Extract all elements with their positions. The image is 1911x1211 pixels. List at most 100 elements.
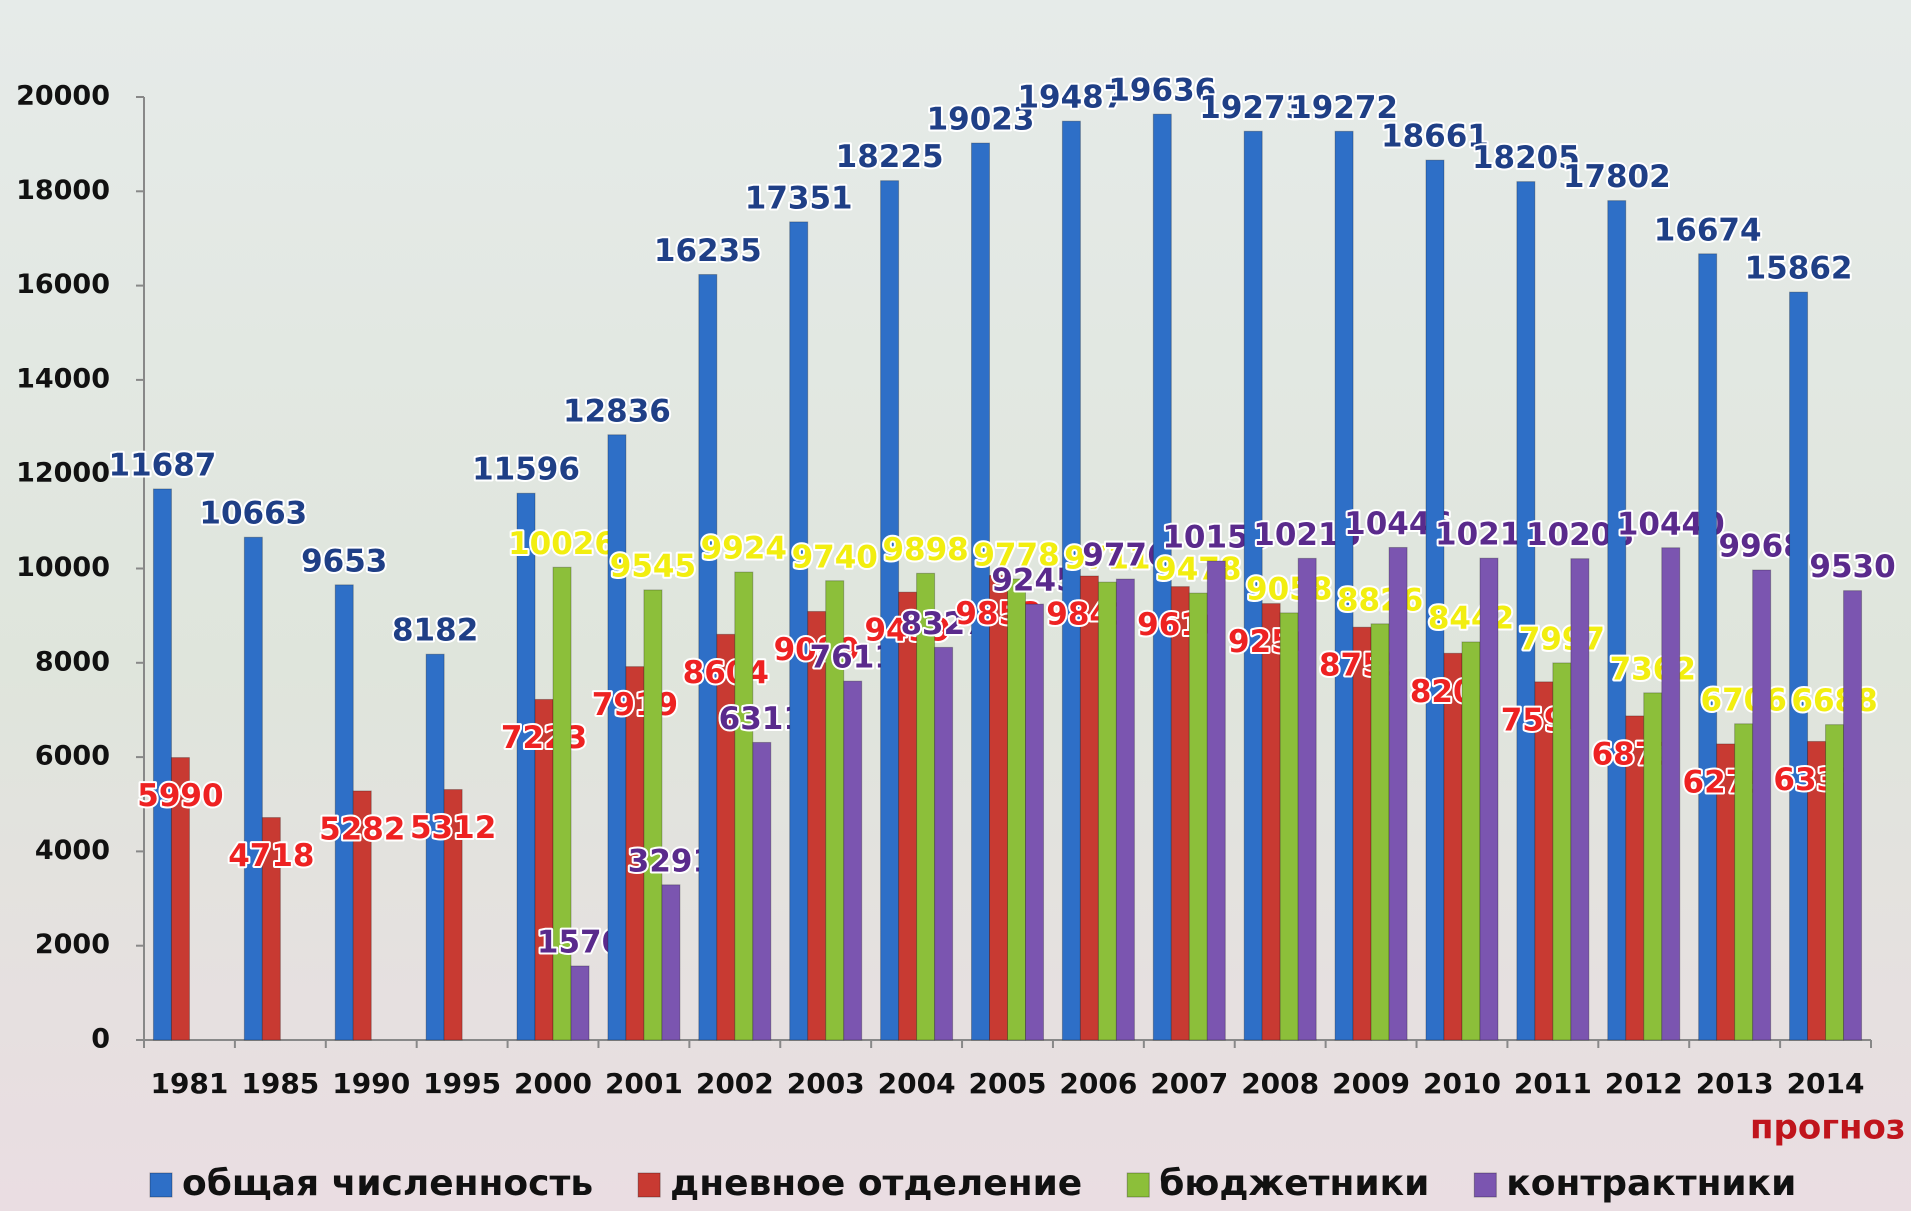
y-tick-label: 8000 (35, 646, 110, 677)
bar (1571, 559, 1589, 1040)
bar (1062, 121, 1080, 1040)
value-label: 9058 (1246, 571, 1332, 607)
bar (644, 590, 662, 1040)
value-label: 16674 (1654, 212, 1762, 248)
x-tick-label: 2006 (1059, 1067, 1137, 1100)
x-tick-label: 2004 (878, 1067, 956, 1100)
x-tick-label: 2014 (1787, 1067, 1865, 1100)
bar (808, 611, 826, 1040)
x-tick-label: 2005 (969, 1067, 1047, 1100)
y-tick-label: 20000 (16, 81, 110, 112)
bar (1662, 548, 1680, 1040)
y-tick-label: 2000 (35, 929, 110, 960)
legend-swatch (638, 1173, 660, 1197)
value-label: 8182 (392, 613, 478, 649)
bar (1753, 570, 1771, 1040)
value-label: 8826 (1337, 582, 1423, 618)
bar (1026, 604, 1044, 1040)
bar (899, 592, 917, 1040)
bar (1608, 201, 1626, 1040)
x-tick-label: 2012 (1605, 1067, 1683, 1100)
bar (1298, 558, 1316, 1040)
bar (1371, 624, 1389, 1040)
x-tick-label: 2000 (514, 1067, 592, 1100)
annotation: прогноз (1750, 1108, 1906, 1148)
bar (790, 222, 808, 1040)
bar (1116, 579, 1134, 1040)
bar (1444, 653, 1462, 1040)
bar (1189, 593, 1207, 1040)
bar (990, 575, 1008, 1040)
value-label: 9545 (610, 548, 696, 584)
bar (1844, 591, 1862, 1040)
bar (1280, 613, 1298, 1040)
value-label: 7362 (1610, 651, 1696, 687)
value-label: 9478 (1155, 552, 1241, 588)
value-label: 11687 (109, 447, 217, 483)
bar (717, 634, 735, 1040)
x-tick-label: 1990 (332, 1067, 410, 1100)
bar (1790, 292, 1808, 1040)
value-label: 7997 (1519, 621, 1605, 657)
bar (426, 654, 444, 1040)
y-tick-label: 4000 (35, 835, 110, 866)
value-label: 5282 (319, 811, 405, 847)
bar (844, 681, 862, 1040)
bar (1353, 627, 1371, 1040)
bar (1644, 693, 1662, 1040)
chart: прогноз 0 2000 4000 6000 8000 10000 12000 14000… (0, 0, 1911, 1211)
bar (1262, 604, 1280, 1040)
legend-label: дневное отделение (670, 1163, 1082, 1204)
value-label: 8604 (683, 655, 769, 691)
value-label: 5990 (137, 778, 223, 814)
y-tick-label: 16000 (16, 269, 110, 300)
value-label: 17802 (1563, 159, 1671, 195)
value-label: 8442 (1428, 600, 1514, 636)
y-tick-label: 0 (91, 1024, 110, 1055)
y-tick-label: 12000 (16, 458, 110, 489)
y-tick-label: 14000 (16, 363, 110, 394)
y-tick-label: 18000 (16, 175, 110, 206)
bar (1826, 725, 1844, 1040)
value-label: 7919 (592, 687, 678, 723)
legend-label: бюджетники (1159, 1163, 1429, 1204)
value-label: 6706 (1701, 682, 1787, 718)
bar (1080, 576, 1098, 1040)
x-tick-label: 2003 (787, 1067, 865, 1100)
value-label: 12836 (563, 393, 671, 429)
bar (972, 143, 990, 1040)
page: {"chart_data": {"type": "bar", "categori… (0, 0, 1911, 1211)
value-label: 11596 (472, 452, 580, 488)
legend-label: общая численность (182, 1163, 593, 1204)
legend-label: контрактники (1506, 1163, 1796, 1204)
bar (881, 181, 899, 1040)
value-label: 5312 (410, 810, 496, 846)
bar (1008, 579, 1026, 1040)
legend-swatch (150, 1173, 172, 1197)
value-label: 6688 (1791, 683, 1877, 719)
bar (935, 647, 953, 1040)
bar (753, 742, 771, 1040)
bar (1462, 642, 1480, 1040)
bar (662, 885, 680, 1040)
bar (1735, 724, 1753, 1040)
y-tick-label: 10000 (16, 552, 110, 583)
x-tick-label: 2011 (1514, 1067, 1592, 1100)
bar (735, 572, 753, 1040)
value-label: 18225 (836, 139, 944, 175)
y-tick-label: 6000 (35, 741, 110, 772)
bar (244, 537, 262, 1040)
value-label: 9898 (882, 532, 968, 568)
x-tick-label: 2007 (1150, 1067, 1228, 1100)
bar (1389, 547, 1407, 1040)
bar (571, 966, 589, 1040)
bar (1517, 182, 1535, 1040)
value-label: 10663 (199, 496, 307, 532)
bar (1171, 587, 1189, 1040)
legend-swatch (1127, 1173, 1149, 1197)
x-tick-label: 2008 (1241, 1067, 1319, 1100)
value-label: 16235 (654, 233, 762, 269)
bar (153, 489, 171, 1040)
value-label: 4718 (228, 838, 314, 874)
bar (608, 435, 626, 1040)
